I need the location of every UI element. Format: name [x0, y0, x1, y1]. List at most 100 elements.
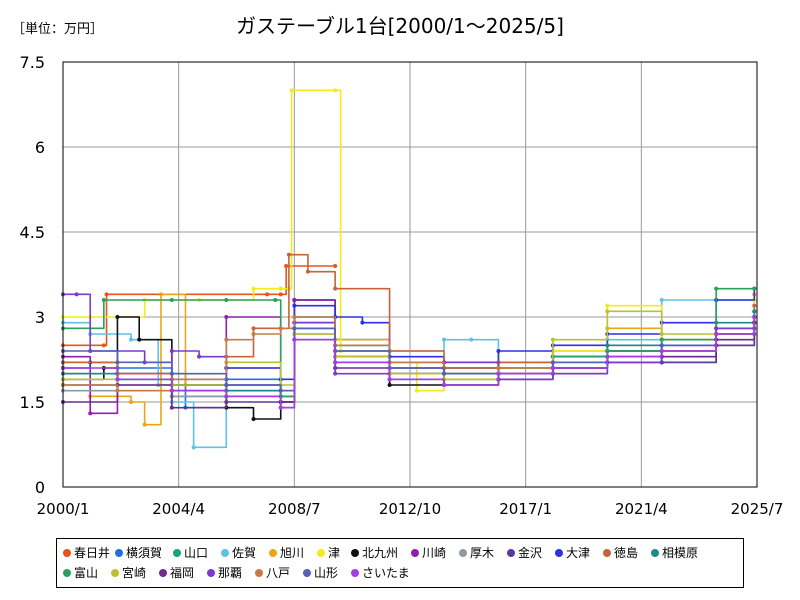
series-line — [63, 293, 756, 392]
series-20 — [61, 315, 757, 410]
data-point — [605, 349, 610, 353]
legend-marker — [111, 569, 119, 577]
legend-marker — [63, 569, 71, 577]
series-14 — [61, 286, 757, 399]
data-point — [115, 377, 120, 382]
series-line — [63, 288, 756, 386]
legend-item: 宮崎 — [111, 564, 146, 581]
data-point — [224, 315, 229, 319]
legend-item: 福岡 — [159, 564, 194, 581]
series-5 — [61, 292, 757, 427]
legend-marker — [603, 549, 611, 557]
legend-item: 山形 — [303, 564, 338, 581]
data-point — [387, 377, 392, 382]
data-point — [414, 388, 419, 393]
data-point — [442, 383, 447, 387]
data-point — [129, 337, 134, 342]
chart-title: ガステーブル1台[2000/1～2025/5] — [236, 14, 564, 38]
series-17 — [61, 292, 757, 393]
data-point — [442, 371, 447, 376]
data-point — [265, 292, 270, 297]
data-point — [251, 417, 256, 421]
axis-ticks: 0 1.5 3 4.5 6 7.5 2000/1 2004/4 2008/7 2012/10 201… — [20, 53, 784, 518]
legend-label: 山形 — [314, 566, 339, 580]
series-line — [63, 287, 755, 398]
data-point — [659, 343, 664, 348]
legend-label: 佐賀 — [232, 546, 257, 560]
legend-item: 旭川 — [269, 544, 304, 561]
legend-marker — [173, 549, 181, 557]
data-point — [496, 366, 501, 370]
data-point — [333, 360, 338, 365]
data-point — [292, 298, 297, 302]
data-point — [278, 286, 283, 291]
y-tick-label: 4.5 — [20, 223, 45, 242]
data-point — [659, 332, 664, 336]
y-tick-label: 0 — [35, 478, 45, 497]
data-point — [752, 309, 757, 314]
series-7 — [61, 298, 757, 421]
legend-item: 山口 — [173, 544, 208, 561]
data-point — [169, 405, 174, 410]
legend-marker — [221, 549, 229, 557]
data-point — [442, 337, 447, 342]
legend-item: 横須賀 — [115, 544, 162, 561]
data-point — [292, 326, 297, 331]
data-point — [605, 354, 610, 359]
gridlines — [62, 61, 758, 488]
series-line — [63, 299, 756, 420]
data-point — [289, 88, 294, 93]
legend-item: 北九州 — [351, 544, 398, 561]
legend-label: 北九州 — [362, 546, 399, 560]
legend-label: 山口 — [184, 546, 209, 560]
legend-label: 厚木 — [470, 546, 495, 560]
data-point — [714, 326, 719, 331]
data-point — [714, 332, 719, 336]
data-point — [169, 388, 174, 393]
legend-label: 横須賀 — [126, 546, 163, 560]
legend-marker — [507, 549, 515, 557]
data-point — [387, 383, 392, 387]
legend-item: 八戸 — [255, 564, 290, 581]
data-point — [605, 309, 610, 314]
legend-label: 徳島 — [614, 546, 639, 560]
data-point — [333, 88, 338, 93]
data-point — [278, 326, 283, 331]
data-point — [169, 371, 174, 376]
legend-item: 金沢 — [507, 544, 542, 561]
plot-frame — [62, 61, 758, 488]
legend-label: 旭川 — [280, 546, 305, 560]
legend-label: 大津 — [566, 546, 591, 560]
legend-marker — [159, 569, 167, 577]
data-point — [88, 411, 93, 416]
legend-item: 徳島 — [603, 544, 638, 561]
legend-marker — [351, 549, 359, 557]
data-point — [605, 303, 610, 308]
legend-marker — [255, 569, 263, 577]
data-point — [469, 337, 474, 342]
legend-label: さいたま — [362, 566, 410, 580]
data-point — [224, 298, 229, 302]
legend-marker — [63, 549, 71, 557]
legend-label: 富山 — [74, 566, 99, 580]
data-point — [251, 286, 256, 291]
data-point — [169, 349, 174, 353]
legend-marker — [555, 549, 563, 557]
data-point — [659, 349, 664, 353]
legend-label: 津 — [328, 546, 341, 560]
data-point — [752, 286, 757, 291]
legend-label: 福岡 — [170, 566, 195, 580]
data-point — [273, 298, 278, 302]
legend-label: 宮崎 — [122, 566, 147, 580]
data-point — [278, 388, 283, 393]
data-point — [333, 264, 338, 268]
data-point — [752, 315, 757, 319]
legend-item: 佐賀 — [221, 544, 256, 561]
data-point — [224, 383, 229, 387]
data-point — [224, 337, 229, 342]
series-18 — [61, 315, 757, 393]
legend-marker — [303, 569, 311, 577]
x-tick-label: 2008/7 — [268, 500, 321, 518]
y-tick-label: 3 — [35, 308, 45, 327]
